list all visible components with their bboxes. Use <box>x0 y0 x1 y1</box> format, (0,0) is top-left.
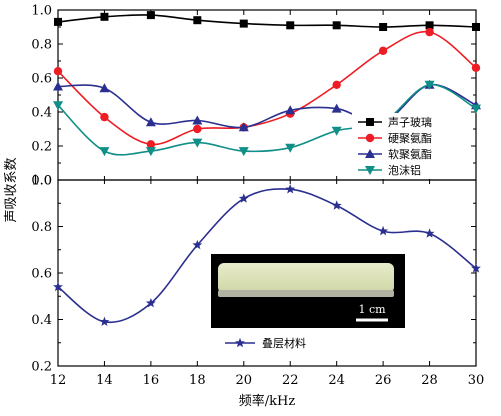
y-tick-label: 0.6 <box>31 267 52 282</box>
bottom-series-0-point <box>238 193 249 203</box>
y-tick-label: 0.4 <box>31 106 52 121</box>
top-series-1-point <box>100 112 109 122</box>
legend-label: 泡沫铝 <box>388 163 421 177</box>
top-series-0-point <box>332 21 341 30</box>
x-tick-label: 20 <box>236 373 253 388</box>
top-series-0-point <box>379 23 388 31</box>
top-series-3-point <box>145 147 156 157</box>
y-tick-label: 0.2 <box>31 360 52 375</box>
top-series-1-point <box>332 80 341 90</box>
top-series-2-point <box>192 115 203 125</box>
legend-marker <box>365 133 375 143</box>
top-series-line-2 <box>57 83 477 129</box>
legend-marker <box>366 118 374 126</box>
top-series-0-point <box>472 23 480 31</box>
top-series-0-point <box>146 11 155 20</box>
bottom-series-0-point <box>53 281 63 292</box>
sample-base-layer <box>218 290 394 297</box>
bottom-series-line-0 <box>57 188 477 324</box>
bottom-series-0-point <box>285 184 296 194</box>
x-tick-label: 28 <box>421 373 438 388</box>
x-tick-label: 12 <box>50 373 67 388</box>
legend-marker <box>365 149 375 158</box>
legend-label: 声子玻璃 <box>388 115 432 129</box>
sample-photo-inset: 1 cm <box>211 254 405 328</box>
top-series-1-point <box>53 67 63 76</box>
scale-label: 1 cm <box>358 303 386 316</box>
legend-marker <box>235 337 245 348</box>
bottom-series-0-point <box>145 298 156 308</box>
bottom-series-0-point <box>99 316 110 326</box>
top-series-0-point <box>239 19 248 28</box>
top-series-0-point <box>425 21 434 30</box>
x-axis: 12 14 16 18 20 22 24 26 28 30 <box>50 10 485 388</box>
top-series-3-point <box>424 80 435 90</box>
legend-label: 软聚氨酯 <box>388 147 432 161</box>
x-tick-label: 16 <box>143 373 160 388</box>
bottom-series-0-point <box>424 228 435 238</box>
top-series-3-point <box>53 101 63 111</box>
top-y-axis: 0.0 0.2 0.4 0.6 0.8 1.0 <box>31 4 476 189</box>
top-series-2-point <box>99 83 110 93</box>
top-series-2-point <box>285 105 296 115</box>
x-tick-label: 14 <box>96 373 113 388</box>
x-tick-label: 24 <box>328 373 345 388</box>
sample-foam-layer <box>218 263 394 293</box>
top-series-1-point <box>146 140 156 149</box>
y-tick-label: 0.8 <box>31 220 52 235</box>
top-series-3-point <box>238 147 249 157</box>
x-axis-title: 频率/kHz <box>239 393 296 409</box>
top-series-0-point <box>193 16 202 25</box>
bottom-panel-series <box>53 184 481 326</box>
top-series-2-point <box>53 81 63 91</box>
x-tick-label: 22 <box>282 373 299 388</box>
y-tick-label: 0.2 <box>31 140 52 155</box>
top-series-0-point <box>54 17 62 26</box>
x-tick-label: 18 <box>189 373 206 388</box>
y-tick-label: 0.0 <box>31 174 52 189</box>
bottom-series-0-point <box>378 225 389 236</box>
y-tick-label: 1.0 <box>31 174 52 189</box>
top-series-3-point <box>471 104 481 114</box>
legend-marker <box>365 166 375 175</box>
bottom-series-0-point <box>192 239 203 250</box>
x-tick-label: 30 <box>468 373 485 388</box>
top-series-1-point <box>193 124 202 134</box>
top-series-3-point <box>331 126 342 136</box>
top-series-3-point <box>285 143 296 153</box>
x-tick-label: 26 <box>375 373 392 388</box>
top-series-0-point <box>100 12 109 21</box>
bottom-y-axis: 0.2 0.4 0.6 0.8 1.0 <box>31 174 476 375</box>
top-series-1-point <box>378 46 388 55</box>
bottom-series-0-point <box>331 200 342 210</box>
y-tick-label: 0.4 <box>31 313 52 328</box>
top-series-line-0 <box>57 14 477 28</box>
y-tick-label: 0.8 <box>31 38 52 53</box>
legend-label: 叠层材料 <box>262 336 306 350</box>
top-series-2-point <box>331 103 342 113</box>
top-series-0-point <box>286 21 295 30</box>
top-series-line-3 <box>57 83 477 156</box>
y-tick-label: 1.0 <box>31 4 52 19</box>
top-series-1-point <box>425 27 434 37</box>
top-series-3-point <box>192 138 203 148</box>
y-tick-label: 0.6 <box>31 72 52 87</box>
legend-label: 硬聚氨酯 <box>388 132 432 145</box>
bottom-legend: 叠层材料 <box>225 336 306 350</box>
y-axis-title: 声吸收系数 <box>4 157 19 222</box>
top-series-3-point <box>99 147 110 157</box>
top-series-1-point <box>471 63 481 72</box>
bottom-series-0-point <box>471 263 481 273</box>
top-series-2-point <box>145 117 156 127</box>
top-series-line-1 <box>57 30 477 146</box>
top-series-2-point <box>238 122 249 132</box>
